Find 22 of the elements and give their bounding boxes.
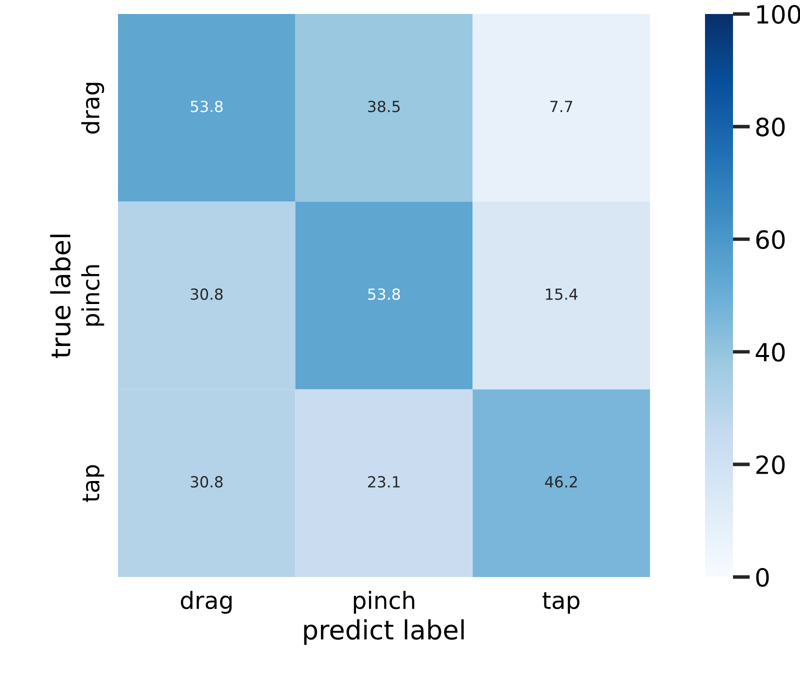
data-label: 30.8 [190, 288, 223, 300]
data-label: 30.8 [190, 476, 223, 488]
x-axis-title: predict label [304, 619, 464, 645]
color-bar-label: 60 [756, 230, 785, 250]
data-label: 38.5 [368, 100, 400, 112]
data-label: 15.4 [546, 288, 578, 300]
x-tick-label: tap [542, 592, 580, 614]
color-bar-label: 80 [756, 118, 785, 136]
y-axis-title: true label [50, 234, 71, 358]
data-label: 53.8 [368, 288, 400, 300]
data-label: 53.8 [190, 100, 223, 112]
color-bar-label: 0 [756, 568, 769, 587]
data-label: 7.7 [550, 100, 572, 112]
y-tick-label: drag [81, 82, 104, 134]
x-tick-label: drag [180, 590, 232, 614]
data-label: 23.1 [368, 476, 400, 488]
y-tick-label: tap [82, 465, 104, 502]
data-label: 46.2 [545, 476, 577, 488]
x-tick-label: pinch [354, 590, 414, 614]
color-bar-label: 40 [756, 342, 785, 362]
y-tick-label: pinch [81, 265, 104, 326]
color-bar-label: 20 [756, 455, 785, 474]
